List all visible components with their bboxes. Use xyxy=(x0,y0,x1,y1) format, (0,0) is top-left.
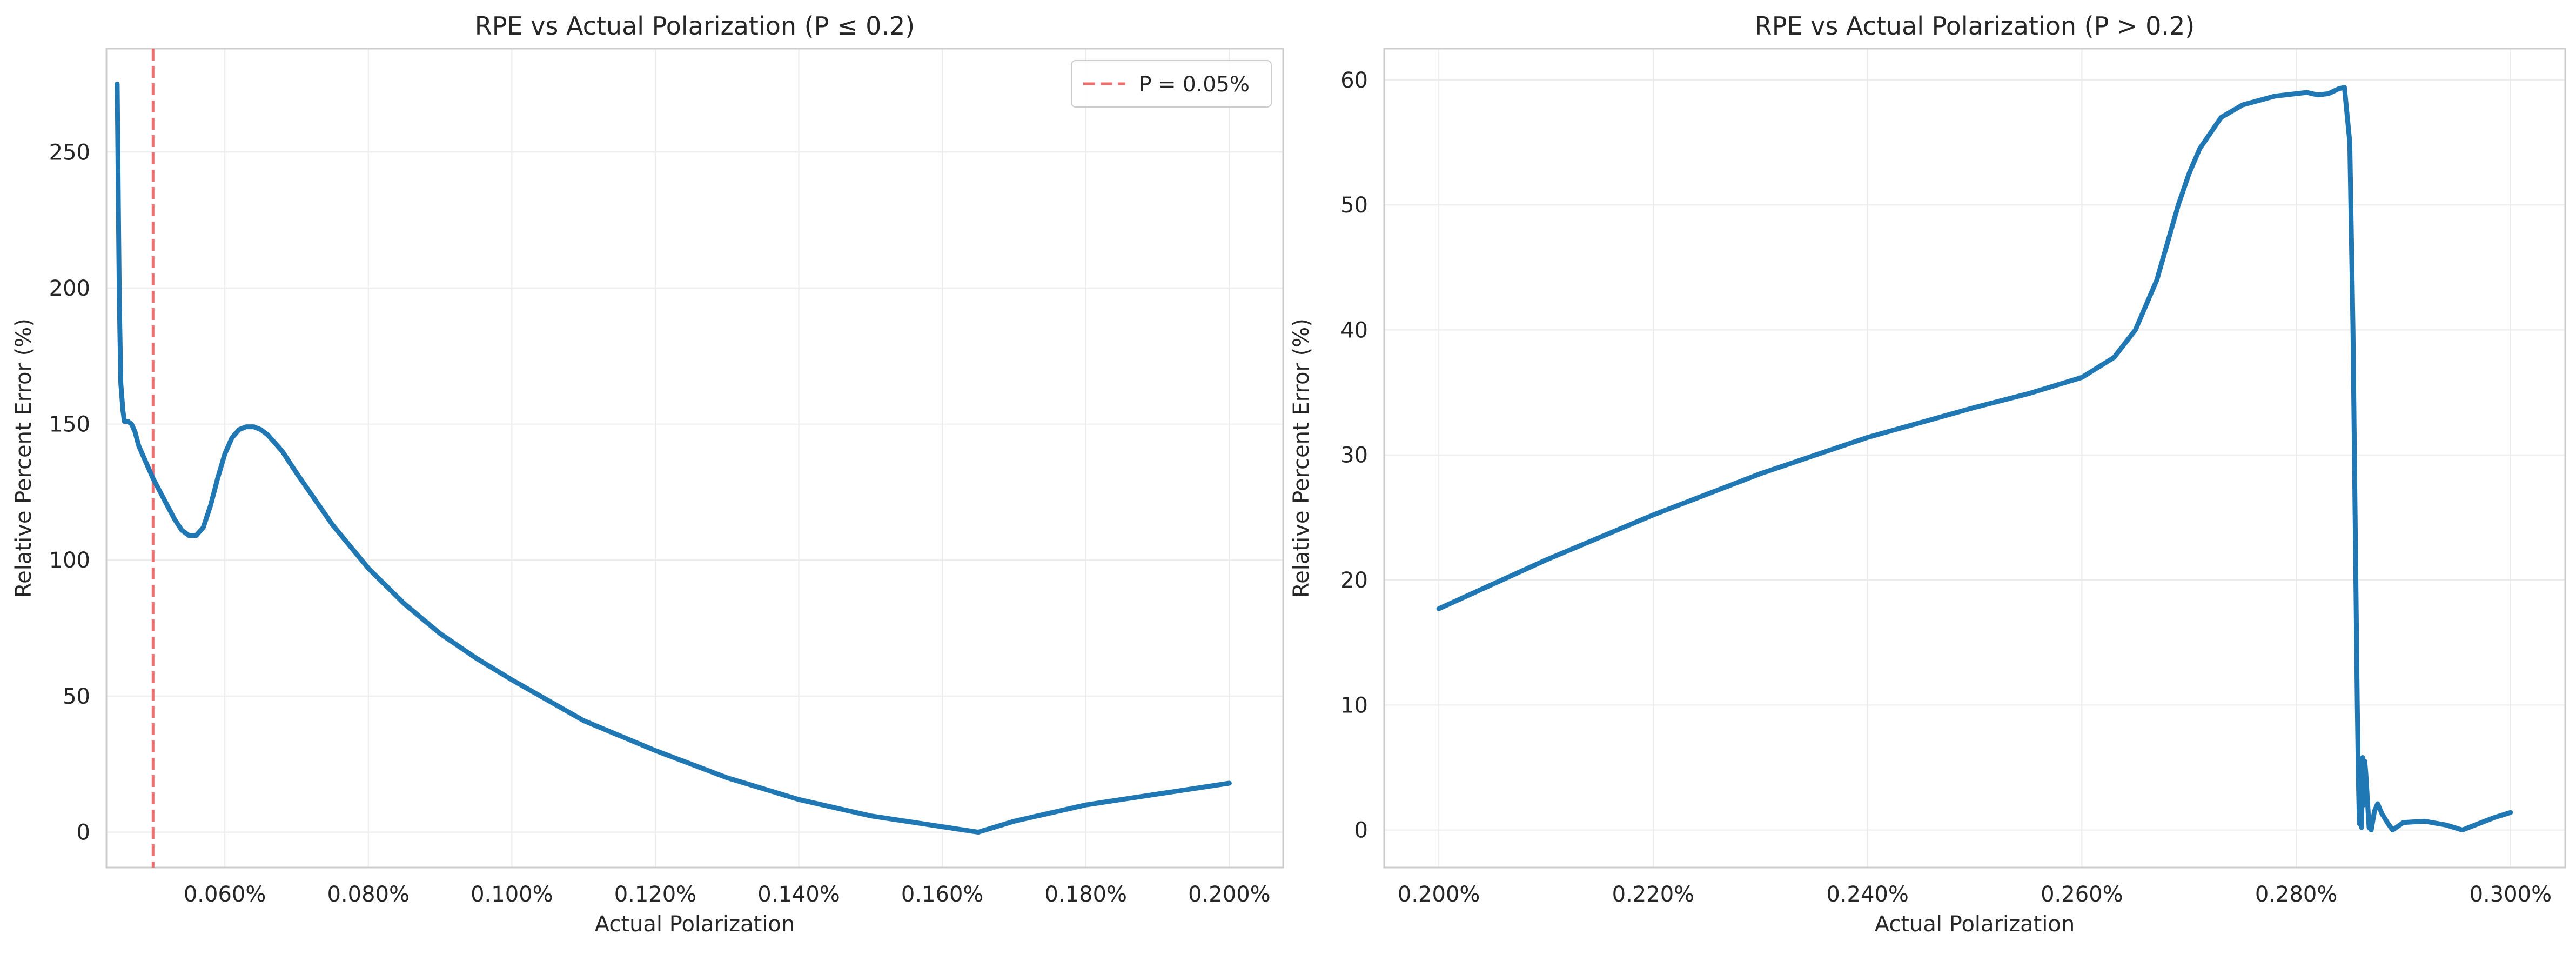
right-y-tick-label: 50 xyxy=(1340,193,1368,218)
right-x-tick-label: 0.260% xyxy=(2041,882,2123,907)
right-x-tick-label: 0.300% xyxy=(2470,882,2552,907)
left-y-axis-label: Relative Percent Error (%) xyxy=(11,318,36,598)
right-y-tick-label: 0 xyxy=(1354,818,1368,843)
left-chart-title: RPE vs Actual Polarization (P ≤ 0.2) xyxy=(475,11,915,41)
left-y-tick-label: 250 xyxy=(49,140,90,165)
left-legend-box xyxy=(1071,60,1272,108)
right-x-tick-label: 0.200% xyxy=(1398,882,1480,907)
left-x-tick-label: 0.060% xyxy=(184,882,266,907)
right-y-tick-label: 20 xyxy=(1340,568,1368,593)
left-x-tick-label: 0.160% xyxy=(901,882,984,907)
left-x-tick-label: 0.100% xyxy=(471,882,553,907)
left-legend-label: P = 0.05% xyxy=(1139,72,1250,97)
right-chart-title: RPE vs Actual Polarization (P > 0.2) xyxy=(1755,11,2195,41)
left-x-tick-label: 0.140% xyxy=(757,882,840,907)
right-series-line xyxy=(1436,85,2513,833)
left-x-tick-label: 0.120% xyxy=(614,882,697,907)
left-y-tick-label: 0 xyxy=(77,820,90,845)
left-y-tick-label: 200 xyxy=(49,276,90,301)
right-x-tick-label: 0.280% xyxy=(2255,882,2338,907)
left-x-tick-label: 0.200% xyxy=(1188,882,1271,907)
left-y-tick-label: 100 xyxy=(49,548,90,573)
left-y-tick-label: 50 xyxy=(63,684,90,709)
left-x-axis-label: Actual Polarization xyxy=(595,912,795,937)
left-legend: P = 0.05% xyxy=(1071,60,1272,108)
right-y-tick-label: 40 xyxy=(1340,318,1368,343)
right-y-axis-label: Relative Percent Error (%) xyxy=(1289,318,1314,598)
right-plot-frame xyxy=(1383,48,2566,869)
left-plot-frame xyxy=(105,48,1284,869)
left-x-tick-label: 0.180% xyxy=(1045,882,1128,907)
left-chart-panel: 0.060% 0.080% 0.100% 0.120% 0.140% 0.160% 0.18… xyxy=(11,11,1284,937)
left-series-line xyxy=(115,81,1232,835)
right-x-tick-label: 0.220% xyxy=(1612,882,1695,907)
right-chart-panel: 0.200% 0.220% 0.240% 0.260% 0.280% 0.300% 0 10 2… xyxy=(1289,11,2566,937)
left-x-tick-label: 0.080% xyxy=(327,882,410,907)
right-x-axis-label: Actual Polarization xyxy=(1875,912,2075,937)
right-y-tick-label: 30 xyxy=(1340,443,1368,468)
right-x-tick-label: 0.240% xyxy=(1826,882,1909,907)
right-y-tick-label: 60 xyxy=(1340,68,1368,93)
right-y-tick-label: 10 xyxy=(1340,693,1368,718)
left-y-tick-label: 150 xyxy=(49,412,90,437)
